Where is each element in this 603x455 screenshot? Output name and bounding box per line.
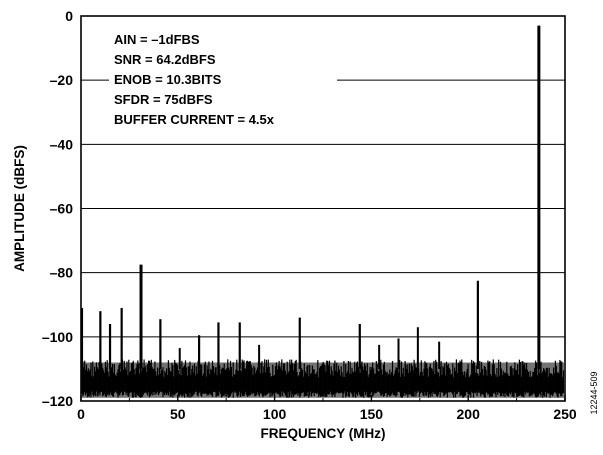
annotation-line: SFDR = 75dBFS: [114, 92, 213, 107]
y-tick-label: –80: [50, 265, 74, 281]
y-tick-label: –20: [50, 72, 74, 88]
annotation-line: SNR = 64.2dBFS: [114, 52, 216, 67]
figure-id: 12244-509: [589, 371, 599, 414]
axis-ticks: [80, 395, 566, 401]
x-tick-label: 250: [553, 406, 577, 422]
x-tick-labels: 0 50 100 150 200 250: [77, 406, 577, 422]
noise-fill: [82, 362, 564, 398]
y-tick-label: –60: [50, 201, 74, 217]
y-tick-label: –120: [42, 393, 73, 409]
noise-floor: [81, 359, 565, 398]
y-axis-title: AMPLITUDE (dBFS): [12, 145, 27, 272]
gridlines: [81, 79, 565, 338]
x-tick-label: 0: [77, 406, 85, 422]
y-tick-labels: 0 –20 –40 –60 –80 –100 –120: [42, 8, 73, 409]
x-tick-label: 200: [457, 406, 481, 422]
y-tick-label: 0: [65, 8, 73, 24]
y-tick-label: –100: [42, 329, 73, 345]
annotation-block: AIN = –1dFBS SNR = 64.2dBFS ENOB = 10.3BIT…: [114, 32, 275, 127]
annotation-line: ENOB = 10.3BITS: [114, 72, 222, 87]
annotation-mask: [109, 28, 337, 132]
x-axis-title: FREQUENCY (MHz): [260, 426, 385, 441]
spectrum-spurs: [80, 25, 541, 369]
y-tick-label: –40: [50, 136, 74, 152]
x-tick-label: 100: [263, 406, 287, 422]
x-tick-label: 50: [170, 406, 186, 422]
x-tick-label: 150: [360, 406, 384, 422]
annotation-line: BUFFER CURRENT = 4.5x: [114, 112, 275, 127]
annotation-line: AIN = –1dFBS: [114, 32, 200, 47]
